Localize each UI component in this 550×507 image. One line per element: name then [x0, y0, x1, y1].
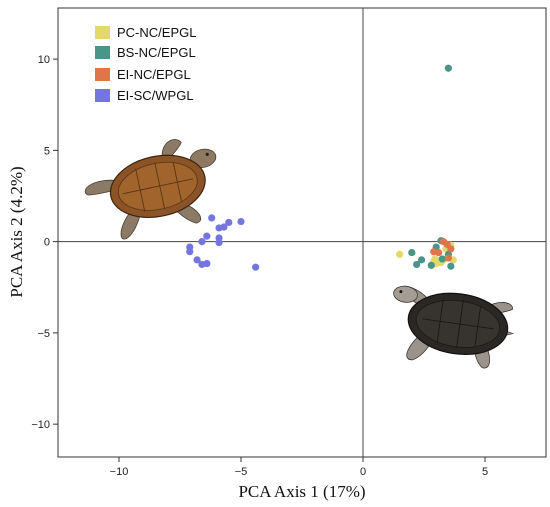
legend-label-ei-nc: EI-NC/EPGL [117, 67, 191, 82]
legend-label-ei-sc: EI-SC/WPGL [117, 88, 194, 103]
point-ei-nc-epgl [444, 254, 452, 262]
y-axis-ticks: −10 −5 0 5 10 [31, 54, 58, 431]
x-tick-label: −5 [235, 466, 248, 478]
point-ei-sc-wpgl [215, 224, 223, 232]
point-bs-nc-epgl [408, 248, 416, 257]
point-ei-sc-wpgl [252, 263, 260, 271]
point-ei-sc-wpgl [198, 238, 206, 246]
point-ei-sc-wpgl [203, 232, 211, 240]
y-tick-label: 0 [44, 237, 50, 249]
y-tick-label: −5 [37, 328, 50, 340]
point-ei-sc-wpgl [215, 238, 223, 247]
point-bs-nc-epgl [417, 256, 426, 264]
point-ei-sc-wpgl [193, 256, 201, 264]
x-tick-label: 5 [482, 466, 488, 478]
x-axis-ticks: −10 −5 0 5 [110, 457, 488, 478]
point-bs-nc-epgl [438, 255, 446, 263]
legend-swatch-ei-sc [95, 89, 110, 102]
point-ei-sc-wpgl [198, 260, 206, 269]
point-pc-nc-epgl [431, 255, 439, 263]
point-ei-sc-wpgl [208, 214, 216, 222]
legend-swatch-pc-nc [95, 26, 110, 39]
loggerhead-turtle-icon [84, 139, 217, 240]
y-axis-title: PCA Axis 2 (4.2%) [7, 166, 26, 297]
point-bs-nc-epgl [447, 262, 455, 270]
point-bs-nc-epgl [444, 64, 452, 72]
y-tick-label: −10 [31, 419, 50, 431]
point-bs-nc-epgl [427, 261, 435, 269]
x-tick-label: −10 [110, 466, 129, 478]
point-ei-nc-epgl [443, 240, 451, 248]
point-ei-sc-wpgl [237, 217, 245, 226]
point-ei-nc-epgl [430, 248, 438, 256]
legend-label-bs-nc: BS-NC/EPGL [117, 45, 196, 60]
data-points [186, 64, 457, 271]
point-pc-nc-epgl [396, 250, 404, 259]
point-bs-nc-epgl [413, 260, 421, 269]
legend-swatch-ei-nc [95, 68, 110, 81]
y-tick-label: 10 [38, 54, 50, 66]
x-tick-label: 0 [360, 466, 366, 478]
plot-area [57, 7, 547, 458]
point-ei-sc-wpgl [225, 218, 233, 227]
x-axis-title: PCA Axis 1 (17%) [238, 482, 365, 501]
legend-swatch-bs-nc [95, 46, 110, 59]
legend: PC-NC/EPGL BS-NC/EPGL EI-NC/EPGL EI-SC/W… [95, 25, 196, 103]
legend-label-pc-nc: PC-NC/EPGL [117, 25, 196, 40]
black-sea-turtle-icon [393, 285, 515, 369]
y-tick-label: 5 [44, 145, 50, 157]
point-ei-sc-wpgl [186, 248, 194, 256]
